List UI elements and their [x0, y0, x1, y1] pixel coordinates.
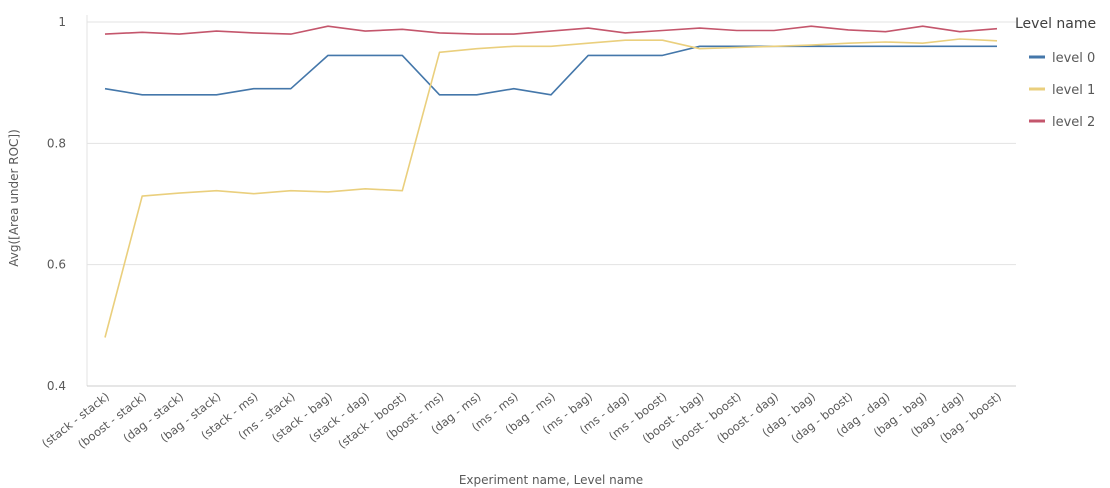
series-line-level-0	[104, 45, 997, 96]
y-tick-label: 0.4	[47, 379, 66, 393]
legend-title: Level name	[1015, 16, 1096, 32]
y-tick-label: 0.8	[47, 136, 66, 150]
x-axis: (stack - stack)(boost - stack)(dag - sta…	[39, 389, 1004, 452]
series-line-level-2	[104, 25, 998, 35]
x-axis-title: Experiment name, Level name	[459, 473, 643, 487]
series	[104, 25, 998, 338]
gridlines	[86, 15, 1016, 386]
y-tick-label: 0.6	[47, 258, 66, 272]
legend-label: level 1	[1052, 83, 1095, 98]
legend-label: level 0	[1052, 51, 1095, 66]
y-axis-title: Avg([Area under ROC])	[7, 129, 21, 267]
y-axis: 0.4 0.6 0.8 1	[47, 15, 66, 393]
y-tick-label: 1	[58, 15, 66, 29]
legend-label: level 2	[1052, 115, 1095, 130]
series-line-level-1	[104, 38, 998, 338]
legend: Level name level 0 level 1 level 2	[1015, 16, 1096, 130]
